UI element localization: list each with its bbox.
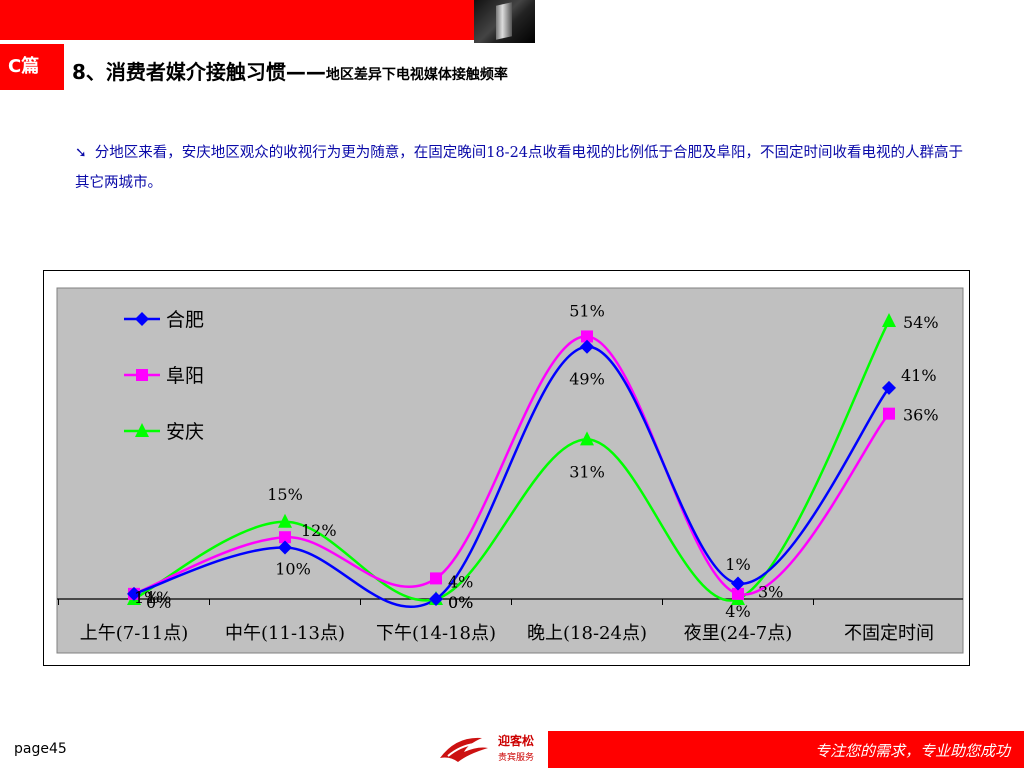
- page-indicator: page45: [14, 741, 67, 757]
- x-tick-label: 下午(14-18点): [376, 623, 496, 644]
- title-main: 8、消费者媒介接触习惯——: [72, 60, 326, 84]
- data-label: 1%: [725, 555, 750, 574]
- diamond-marker: [278, 540, 292, 555]
- diamond-marker: [135, 312, 149, 326]
- data-label: 0%: [146, 593, 171, 612]
- data-label: 3%: [758, 583, 783, 602]
- arrow-bullet-icon: ➘: [75, 145, 87, 161]
- square-marker: [581, 330, 593, 343]
- data-label: 10%: [275, 560, 311, 579]
- data-label: 4%: [725, 602, 750, 621]
- triangle-marker: [135, 423, 149, 437]
- triangle-marker: [882, 313, 896, 327]
- title-sub: 地区差异下电视媒体接触频率: [325, 67, 508, 83]
- header-photo: [474, 0, 535, 43]
- summary-note: ➘ 分地区来看，安庆地区观众的收视行为更为随意，在固定晚间18-24点收看电视的比…: [75, 138, 970, 198]
- line-chart: 上午(7-11点) 中午(11-13点) 下午(14-18点) 晚上(18-24点) 夜…: [56, 287, 964, 654]
- diamond-marker: [731, 576, 745, 591]
- diamond-marker: [882, 380, 896, 395]
- section-tag: C篇: [0, 44, 64, 90]
- page-number: 45: [48, 741, 67, 757]
- plot-area: [56, 287, 964, 600]
- data-label: 54%: [903, 313, 939, 332]
- legend-label: 阜阳: [166, 365, 204, 387]
- diamond-marker: [429, 592, 443, 606]
- data-label: 36%: [903, 406, 939, 425]
- page-label: page: [14, 741, 49, 757]
- data-label: 0%: [448, 593, 473, 612]
- brand-sub: 贵宾服务: [498, 753, 535, 763]
- x-tick-label: 不固定时间: [844, 623, 934, 644]
- data-label: 15%: [267, 485, 303, 504]
- square-marker: [883, 407, 895, 420]
- summary-text: 分地区来看，安庆地区观众的收视行为更为随意，在固定晚间18-24点收看电视的比例…: [75, 145, 964, 191]
- square-marker: [136, 369, 148, 381]
- data-label: 0%: [448, 593, 473, 612]
- page-title: 8、消费者媒介接触习惯——地区差异下电视媒体接触频率: [72, 56, 508, 85]
- triangle-marker: [278, 513, 292, 528]
- square-marker: [732, 587, 744, 600]
- triangle-marker: [580, 431, 594, 446]
- footer-band: 专注您的需求，专业助您成功: [548, 731, 1024, 768]
- data-label: 41%: [901, 366, 937, 385]
- square-marker: [279, 531, 291, 544]
- data-label: 49%: [569, 370, 605, 389]
- data-label: 1%: [134, 588, 159, 607]
- x-tick-label: 中午(11-13点): [225, 623, 345, 644]
- legend-label: 安庆: [166, 421, 204, 443]
- x-tick-label: 上午(7-11点): [80, 623, 188, 644]
- diamond-marker: [127, 586, 141, 601]
- x-tick-label: 晚上(18-24点): [527, 623, 647, 644]
- data-label: 51%: [569, 301, 605, 320]
- footer-slogan: 专注您的需求，专业助您成功: [814, 742, 1010, 760]
- category-band: [56, 598, 964, 654]
- data-label: 1%: [146, 588, 171, 607]
- data-label: 12%: [301, 521, 337, 540]
- legend-label: 合肥: [166, 309, 204, 331]
- brand-name: 迎客松: [498, 734, 535, 748]
- brand-logo: 迎客松 贵宾服务: [438, 730, 548, 766]
- square-marker: [430, 572, 442, 585]
- diamond-marker: [580, 339, 594, 354]
- x-tick-label: 夜里(24-7点): [684, 623, 792, 644]
- data-label: 4%: [448, 572, 473, 591]
- pine-logo-icon: [440, 737, 488, 762]
- chart-frame: 上午(7-11点) 中午(11-13点) 下午(14-18点) 晚上(18-24点) 夜…: [43, 270, 970, 666]
- data-label: 31%: [569, 462, 605, 481]
- top-red-band: [0, 0, 474, 40]
